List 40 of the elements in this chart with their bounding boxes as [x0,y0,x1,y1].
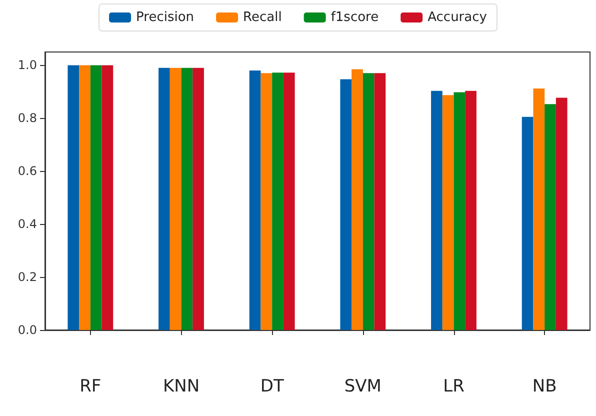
legend-label: f1score [330,10,379,25]
bar [102,65,114,330]
bar [249,70,261,330]
bar [158,68,170,330]
bar [181,68,193,330]
bar [533,88,545,330]
y-tick-label: 0.4 [18,217,37,232]
bar [170,68,182,330]
y-tick-label: 0.6 [18,164,37,178]
x-tick-label: RF [80,376,102,396]
bar [454,92,466,330]
bar [283,72,295,330]
x-tick-label: LR [443,376,465,396]
bar [272,72,284,330]
legend-label: Recall [243,10,282,25]
bar [340,79,352,330]
bar [192,68,204,330]
bar [431,90,442,330]
y-tick-label: 0.8 [18,111,37,126]
bar [260,73,272,330]
bar [79,65,90,330]
x-tick-label: DT [260,376,284,396]
bar [90,65,102,330]
bar [68,65,80,330]
bar [362,73,374,330]
legend-label: Accuracy [428,10,488,25]
bar [374,73,386,330]
y-tick-label: 0.2 [18,270,37,284]
x-tick-label: SVM [344,376,382,396]
bar [556,98,568,330]
bar [352,69,363,330]
bar [522,116,534,330]
legend-label: Precision [136,10,194,25]
bar [544,104,556,330]
y-tick-label: 1.0 [18,58,37,72]
bar [442,95,454,330]
x-tick-label: KNN [162,376,200,396]
bar [465,90,476,330]
x-tick-label: NB [532,376,557,396]
y-tick-label: 0.0 [18,323,37,337]
